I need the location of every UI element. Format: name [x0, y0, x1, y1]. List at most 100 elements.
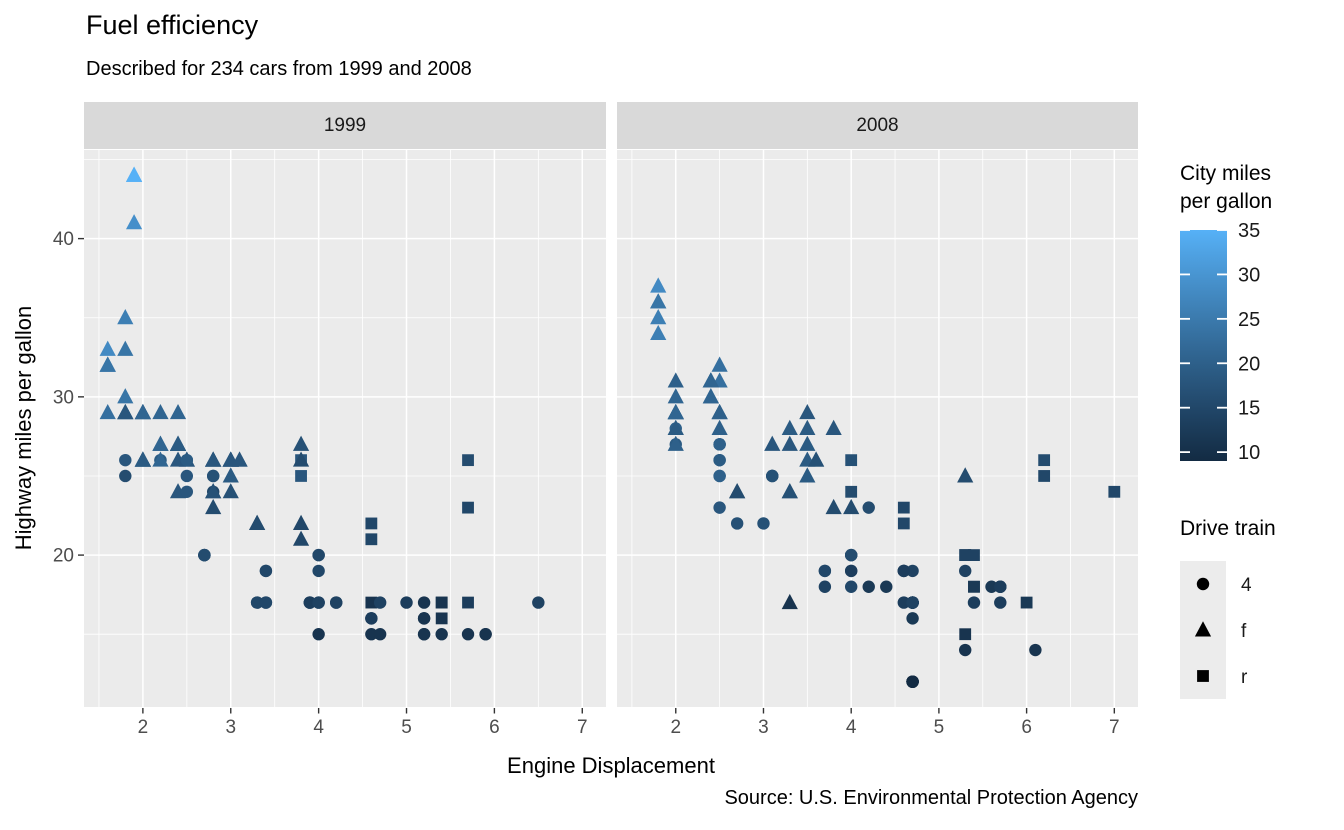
data-point: [435, 628, 448, 641]
data-point: [818, 580, 832, 593]
data-point: [462, 501, 474, 514]
data-point: [292, 451, 310, 467]
data-point: [365, 612, 378, 625]
major-gridlines: [84, 150, 606, 707]
data-point: [365, 533, 378, 546]
data-point: [808, 451, 825, 467]
data-point: [799, 467, 816, 483]
page-title: Fuel efficiency: [86, 10, 259, 40]
data-point: [843, 498, 860, 515]
y-tick-label: 40: [53, 229, 74, 250]
data-point: [330, 596, 343, 609]
data-point: [169, 403, 187, 420]
data-point: [766, 469, 779, 483]
data-point: [462, 596, 474, 609]
data-point: [667, 435, 684, 451]
data-point: [125, 214, 143, 230]
data-point: [461, 628, 475, 641]
data-point: [373, 628, 387, 641]
data-point: [1029, 643, 1042, 657]
data-point: [435, 596, 448, 609]
data-point: [99, 403, 116, 420]
x-tick-label: 7: [577, 717, 588, 738]
data-point: [799, 403, 816, 420]
x-tick-label: 7: [1109, 717, 1120, 738]
data-point: [152, 435, 169, 451]
data-point: [479, 628, 492, 641]
minor-gridlines: [84, 150, 606, 707]
data-point: [292, 435, 310, 451]
data-point: [365, 596, 378, 609]
data-point: [99, 340, 116, 356]
data-point: [365, 628, 378, 641]
data-point: [713, 469, 726, 483]
data-point: [1020, 596, 1033, 609]
data-point: [825, 498, 842, 515]
data-point: [180, 469, 194, 483]
data-point: [417, 596, 431, 609]
data-point: [117, 309, 134, 325]
x-tick-label: 5: [934, 717, 945, 738]
data-point: [897, 517, 910, 530]
data-point: [222, 467, 239, 483]
data-point: [781, 435, 798, 451]
triangle-legend-icon: [1194, 621, 1212, 637]
data-point: [781, 483, 798, 499]
data-point: [312, 564, 325, 578]
x-axis-title: Engine Displacement: [507, 753, 715, 778]
data-point: [713, 453, 726, 467]
colorbar-label: 15: [1238, 398, 1260, 420]
colorbar-label: 20: [1238, 353, 1260, 375]
data-point: [985, 580, 998, 593]
page-subtitle: Described for 234 cars from 1999 and 200…: [86, 58, 472, 80]
colorbar-label: 25: [1238, 309, 1260, 331]
data-point: [862, 580, 875, 593]
data-point: [198, 548, 211, 562]
data-point: [117, 340, 134, 356]
data-point: [897, 596, 911, 609]
data-point: [825, 419, 842, 435]
major-gridlines: [617, 150, 1138, 707]
data-point: [968, 549, 980, 561]
square-legend-icon: [1197, 670, 1209, 682]
data-point: [249, 514, 266, 530]
y-axis-title: Highway miles per gallon: [11, 305, 36, 551]
data-point: [1108, 485, 1121, 498]
data-point: [125, 166, 143, 182]
facet-strip-1999: 1999: [84, 102, 606, 149]
data-point: [206, 469, 220, 483]
legend-key-label: 4: [1241, 575, 1252, 596]
data-point: [180, 453, 194, 467]
panel-background: [617, 150, 1138, 707]
data-point: [119, 453, 132, 467]
data-point: [844, 548, 858, 562]
x-tick-label: 3: [225, 717, 236, 738]
data-point: [134, 403, 151, 420]
data-point: [702, 388, 719, 404]
data-point: [373, 596, 387, 609]
data-point: [650, 324, 667, 341]
facet-strip-2008: 2008: [617, 102, 1138, 149]
data-point: [711, 356, 728, 372]
data-point: [259, 564, 273, 578]
data-point: [713, 438, 726, 451]
data-point: [959, 564, 972, 578]
data-point: [312, 548, 325, 562]
data-point: [845, 485, 858, 498]
data-point: [994, 580, 1007, 593]
data-point: [845, 454, 858, 467]
data-point: [312, 596, 325, 609]
data-point: [1038, 454, 1051, 467]
data-point: [134, 451, 151, 467]
circle-legend-icon: [1196, 577, 1210, 591]
data-point: [906, 675, 919, 688]
data-point: [729, 483, 746, 499]
legend-key-label: f: [1241, 621, 1247, 642]
y-tick-label: 30: [53, 387, 74, 408]
data-point: [1038, 470, 1051, 482]
x-tick-label: 4: [846, 717, 857, 738]
x-tick-label: 5: [401, 717, 412, 738]
caption: Source: U.S. Environmental Protection Ag…: [724, 787, 1138, 809]
data-point: [180, 485, 194, 498]
